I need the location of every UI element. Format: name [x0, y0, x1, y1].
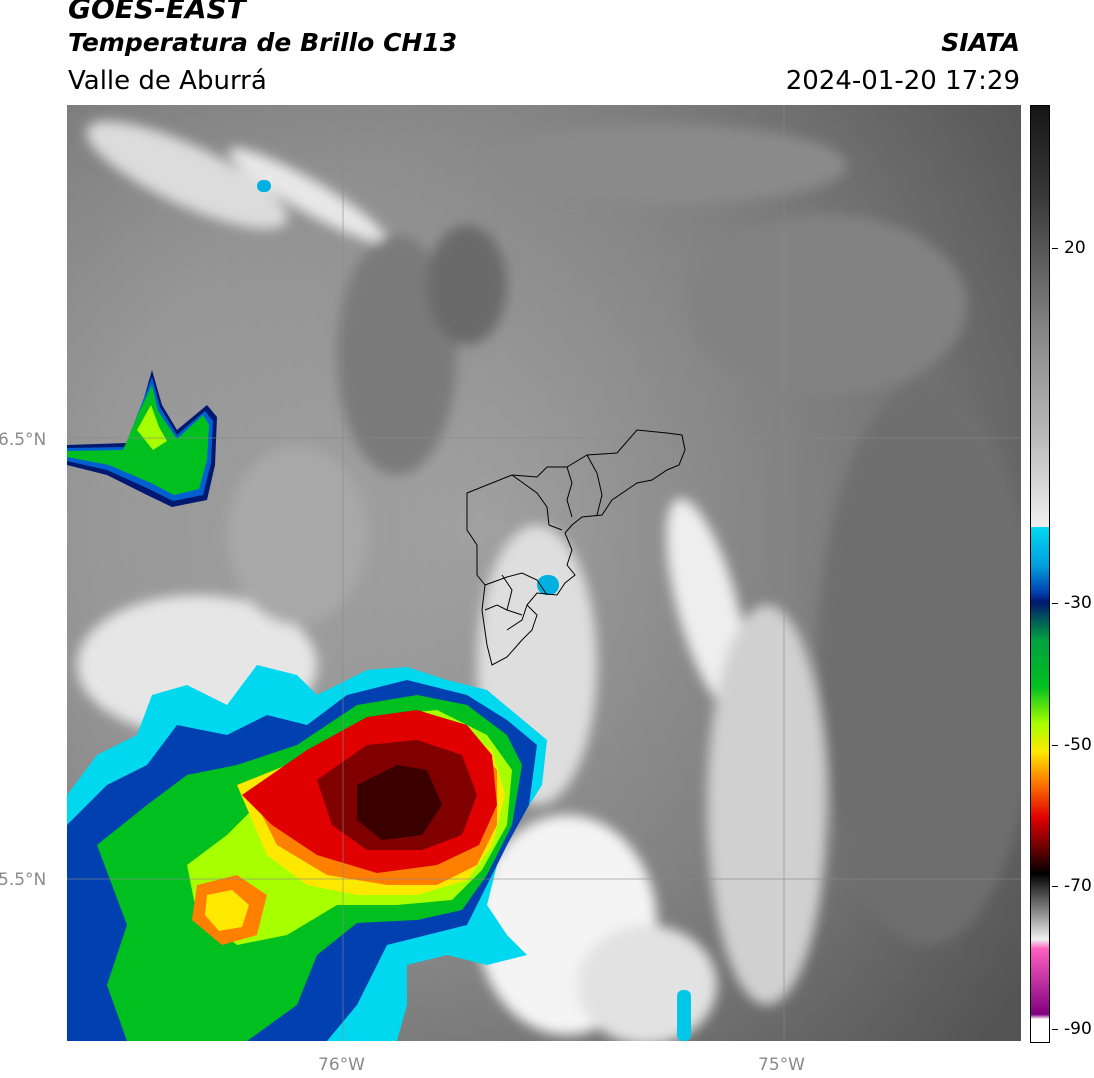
organization-title: SIATA	[941, 28, 1020, 57]
colorbar-tick	[1052, 1029, 1058, 1030]
southwest-storm-complex	[67, 665, 547, 1041]
colorbar-tick	[1052, 248, 1058, 249]
colorbar-label-minus-70: -70	[1064, 876, 1092, 896]
colorbar-label-minus-50: -50	[1064, 735, 1092, 755]
colorbar-tick	[1052, 745, 1058, 746]
colorbar-label-minus-30: -30	[1064, 593, 1092, 613]
lon-label-75w: 75°W	[758, 1055, 805, 1075]
lon-label-76w: 76°W	[318, 1055, 365, 1075]
satellite-title: GOES-EAST	[68, 0, 246, 25]
lat-label-5-5: 5.5°N	[0, 870, 47, 890]
colorbar-label-20: 20	[1064, 238, 1086, 258]
datetime-label: 2024-01-20 17:29	[785, 66, 1020, 96]
cyan-spot-north	[257, 180, 271, 192]
colorbar-gradient	[1030, 105, 1050, 1043]
colorbar-tick	[1052, 603, 1058, 604]
lat-label-6-5: 6.5°N	[0, 430, 47, 450]
region-title: Valle de Aburrá	[68, 66, 267, 96]
cyan-spot-center	[537, 575, 559, 595]
municipality-boundaries	[466, 429, 686, 666]
cyan-streak-south	[677, 990, 691, 1041]
product-title: Temperatura de Brillo CH13	[68, 28, 458, 57]
colorbar-tick	[1052, 886, 1058, 887]
graticule	[67, 105, 1021, 1041]
brightness-temperature-image	[67, 105, 1021, 1041]
colorbar-label-minus-90: -90	[1064, 1019, 1092, 1039]
temperature-colorbar	[1030, 105, 1050, 1043]
satellite-map[interactable]	[67, 105, 1021, 1041]
